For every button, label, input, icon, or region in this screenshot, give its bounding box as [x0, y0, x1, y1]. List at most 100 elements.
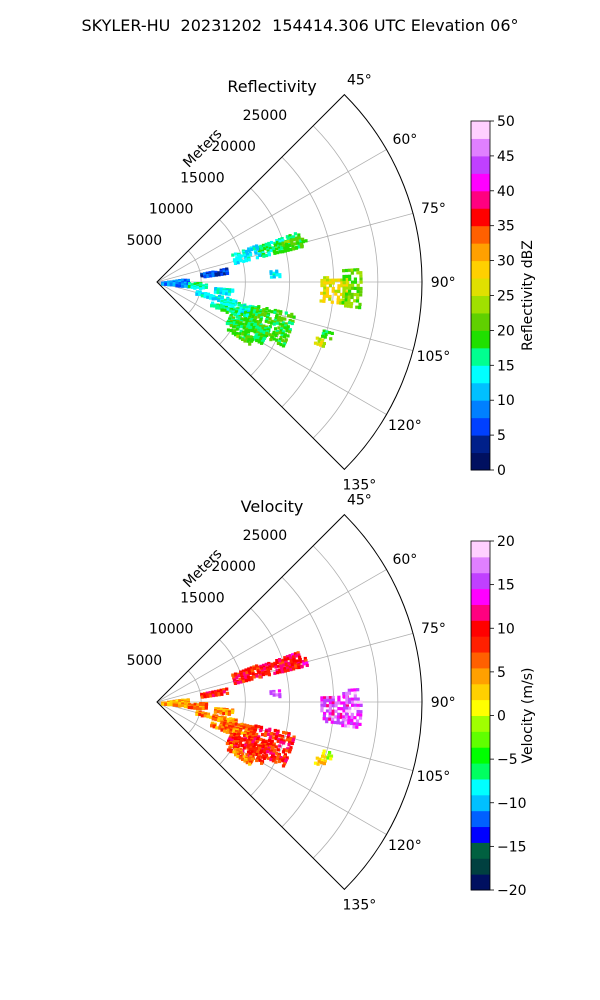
- echo-pixel: [270, 739, 274, 743]
- echo-pixel: [244, 311, 248, 315]
- echo-pixel: [244, 259, 248, 263]
- echo-pixel: [230, 710, 235, 714]
- echo-pixel: [265, 244, 269, 248]
- echo-pixel: [353, 716, 357, 720]
- echo-pixel: [243, 674, 247, 678]
- echo-pixel: [250, 726, 255, 730]
- echo-pixel: [270, 310, 274, 314]
- echo-pixel: [284, 758, 288, 762]
- echo-pixel: [198, 707, 203, 711]
- echo-pixel: [242, 326, 246, 330]
- echo-pixel: [266, 328, 270, 332]
- colorbar-swatch: [471, 278, 490, 296]
- echo-pixel: [288, 654, 292, 658]
- echo-pixel: [251, 747, 255, 751]
- echo-pixel: [279, 343, 283, 347]
- echo-pixel: [229, 717, 233, 721]
- echo-pixel: [275, 669, 279, 673]
- echo-pixel: [260, 755, 264, 759]
- theta-tick-label: 90°: [431, 695, 456, 711]
- echo-pixel: [285, 655, 289, 659]
- echo-pixel: [247, 258, 251, 262]
- echo-region: [231, 244, 262, 265]
- echo-pixel: [266, 668, 270, 672]
- echo-pixel: [172, 703, 176, 707]
- echo-pixel: [355, 725, 359, 729]
- echo-pixel: [334, 709, 338, 713]
- echo-pixel: [323, 281, 327, 285]
- echo-pixel: [273, 308, 277, 313]
- echo-pixel: [289, 236, 293, 240]
- echo-pixel: [353, 286, 357, 290]
- echo-pixel: [290, 741, 294, 746]
- echo-pixel: [282, 757, 286, 761]
- echo-pixel: [264, 672, 268, 676]
- echo-pixel: [322, 294, 326, 298]
- echo-pixel: [282, 243, 286, 247]
- echo-pixel: [271, 334, 275, 338]
- echo-pixel: [208, 691, 212, 695]
- echo-pixel: [355, 722, 359, 726]
- echo-pixel: [263, 733, 267, 737]
- echo-pixel: [291, 653, 295, 657]
- echo-pixel: [336, 715, 341, 719]
- colorbar-swatch: [471, 778, 490, 796]
- echo-pixel: [216, 710, 220, 714]
- echo-pixel: [323, 755, 327, 759]
- echo-pixel: [209, 294, 213, 298]
- echo-pixel: [276, 319, 280, 323]
- echo-pixel: [339, 301, 343, 305]
- echo-pixel: [326, 286, 330, 290]
- echo-pixel: [226, 308, 230, 312]
- echo-pixel: [239, 259, 243, 263]
- echo-pixel: [346, 304, 350, 308]
- echo-pixel: [342, 269, 346, 273]
- theta-tick-label: 90°: [431, 275, 456, 291]
- colorbar-label: Velocity (m/s): [520, 668, 536, 764]
- colorbar-tick-label: 20: [497, 323, 515, 339]
- echo-pixel: [282, 741, 286, 745]
- echo-pixel: [286, 237, 290, 241]
- echo-region: [278, 236, 308, 254]
- echo-pixel: [259, 737, 263, 742]
- echo-pixel: [290, 241, 294, 245]
- echo-pixel: [342, 277, 346, 281]
- echo-pixel: [345, 281, 350, 285]
- echo-pixel: [218, 306, 222, 310]
- echo-pixel: [222, 270, 226, 274]
- echo-pixel: [337, 284, 341, 288]
- echo-pixel: [286, 239, 291, 243]
- echo-pixel: [293, 232, 297, 236]
- echo-pixel: [275, 239, 279, 243]
- echo-region: [200, 687, 230, 699]
- echo-pixel: [291, 739, 295, 743]
- echo-pixel: [279, 329, 283, 333]
- echo-pixel: [356, 697, 360, 701]
- echo-pixel: [252, 675, 256, 679]
- echo-pixel: [233, 261, 238, 265]
- echo-pixel: [359, 280, 363, 284]
- echo-pixel: [233, 303, 237, 307]
- echo-pixel: [233, 746, 237, 750]
- echo-pixel: [273, 755, 277, 759]
- echo-pixel: [209, 274, 213, 278]
- echo-pixel: [241, 332, 245, 336]
- sector-outline: [156, 513, 423, 891]
- echo-pixel: [292, 667, 296, 671]
- echo-pixel: [265, 331, 269, 335]
- echo-pixel: [280, 327, 284, 331]
- echo-pixel: [334, 278, 338, 282]
- echo-pixel: [348, 697, 352, 701]
- echo-pixel: [323, 759, 327, 763]
- echo-pixel: [229, 728, 233, 732]
- echo-pixel: [273, 241, 277, 245]
- echo-pixel: [238, 750, 242, 755]
- echo-pixel: [328, 698, 333, 702]
- echo-pixel: [261, 740, 265, 744]
- echo-pixel: [344, 724, 348, 728]
- echo-pixel: [203, 695, 207, 699]
- echo-pixel: [320, 698, 324, 703]
- echo-pixel: [297, 233, 301, 237]
- echo-pixel: [344, 295, 348, 299]
- echo-region: [213, 707, 235, 716]
